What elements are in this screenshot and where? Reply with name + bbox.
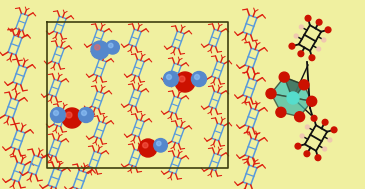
Circle shape (62, 108, 82, 128)
Circle shape (295, 112, 305, 122)
Circle shape (266, 89, 276, 99)
Circle shape (192, 71, 207, 87)
Circle shape (287, 92, 299, 104)
Circle shape (294, 34, 298, 38)
Circle shape (331, 127, 337, 133)
Circle shape (66, 112, 72, 118)
Circle shape (154, 139, 167, 152)
Circle shape (81, 111, 87, 115)
Circle shape (179, 76, 185, 82)
Circle shape (279, 72, 289, 82)
Circle shape (315, 155, 321, 161)
Circle shape (299, 80, 309, 90)
Circle shape (78, 108, 93, 122)
Circle shape (309, 55, 315, 61)
Circle shape (95, 45, 100, 50)
Circle shape (299, 25, 303, 29)
Circle shape (305, 15, 311, 21)
Circle shape (311, 115, 317, 121)
Circle shape (166, 74, 172, 80)
Circle shape (298, 51, 304, 57)
Circle shape (195, 74, 200, 80)
Circle shape (306, 125, 309, 129)
Circle shape (322, 38, 326, 42)
Circle shape (50, 108, 65, 122)
Circle shape (323, 147, 327, 151)
Circle shape (54, 111, 58, 115)
Circle shape (304, 151, 310, 157)
Circle shape (108, 43, 113, 48)
Circle shape (328, 138, 332, 142)
Circle shape (295, 143, 301, 149)
Circle shape (164, 71, 178, 87)
Circle shape (91, 41, 109, 59)
Circle shape (157, 141, 161, 146)
Polygon shape (271, 77, 312, 101)
Circle shape (143, 143, 148, 148)
Circle shape (276, 107, 286, 117)
Circle shape (175, 72, 195, 92)
Circle shape (325, 27, 331, 33)
Circle shape (316, 19, 322, 25)
Circle shape (139, 139, 157, 157)
Circle shape (300, 134, 304, 138)
Circle shape (322, 119, 328, 125)
Circle shape (106, 41, 119, 54)
Polygon shape (284, 77, 304, 100)
Circle shape (307, 96, 317, 106)
Polygon shape (271, 94, 312, 117)
Circle shape (289, 43, 295, 49)
Circle shape (317, 47, 320, 51)
